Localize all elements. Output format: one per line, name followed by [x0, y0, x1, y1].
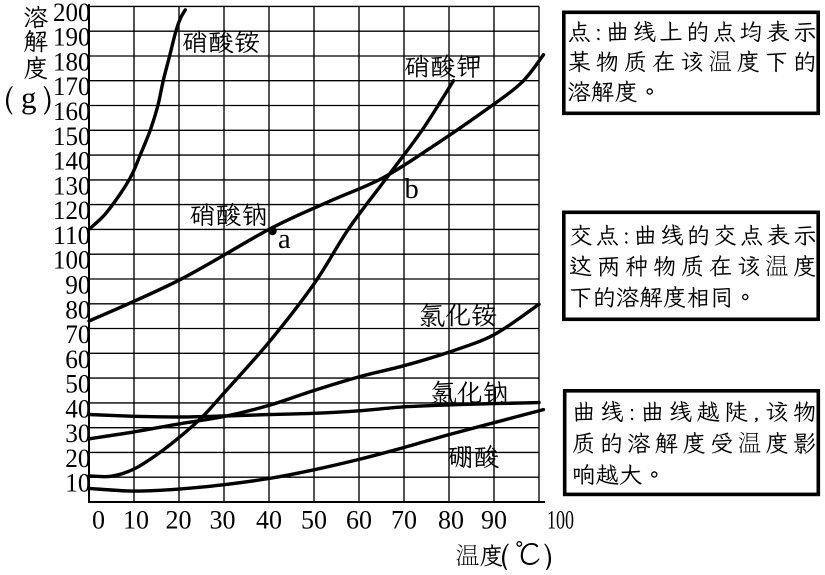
svg-text:100: 100 — [547, 506, 574, 535]
svg-text:40: 40 — [256, 506, 282, 535]
svg-text:200: 200 — [53, 0, 91, 27]
svg-text:80: 80 — [65, 295, 90, 324]
svg-text:100: 100 — [53, 246, 91, 275]
svg-text:60: 60 — [65, 345, 90, 374]
svg-text:a: a — [278, 224, 291, 255]
svg-text:130: 130 — [53, 171, 91, 200]
svg-text:120: 120 — [53, 196, 91, 225]
svg-text:0: 0 — [92, 506, 105, 535]
svg-text:110: 110 — [53, 221, 91, 250]
svg-text:20: 20 — [166, 506, 192, 535]
svg-text:50: 50 — [301, 506, 327, 535]
svg-text:70: 70 — [391, 506, 417, 535]
svg-text:150: 150 — [53, 122, 91, 151]
svg-text:90: 90 — [65, 271, 90, 300]
svg-text:60: 60 — [346, 506, 372, 535]
svg-text:50: 50 — [65, 370, 90, 399]
svg-text:180: 180 — [53, 48, 91, 77]
svg-text:40: 40 — [65, 394, 90, 423]
svg-text:160: 160 — [53, 97, 91, 126]
svg-text:190: 190 — [53, 23, 91, 52]
svg-text:140: 140 — [53, 147, 91, 176]
svg-text:10: 10 — [65, 469, 90, 498]
svg-text:90: 90 — [481, 506, 507, 535]
svg-text:g: g — [21, 80, 37, 115]
svg-text:80: 80 — [438, 506, 464, 535]
svg-text:30: 30 — [210, 506, 236, 535]
svg-text:10: 10 — [123, 506, 149, 535]
svg-text:30: 30 — [65, 419, 90, 448]
svg-text:70: 70 — [65, 320, 90, 349]
svg-text:170: 170 — [53, 72, 91, 101]
svg-text:b: b — [405, 174, 419, 205]
svg-text:20: 20 — [65, 444, 90, 473]
